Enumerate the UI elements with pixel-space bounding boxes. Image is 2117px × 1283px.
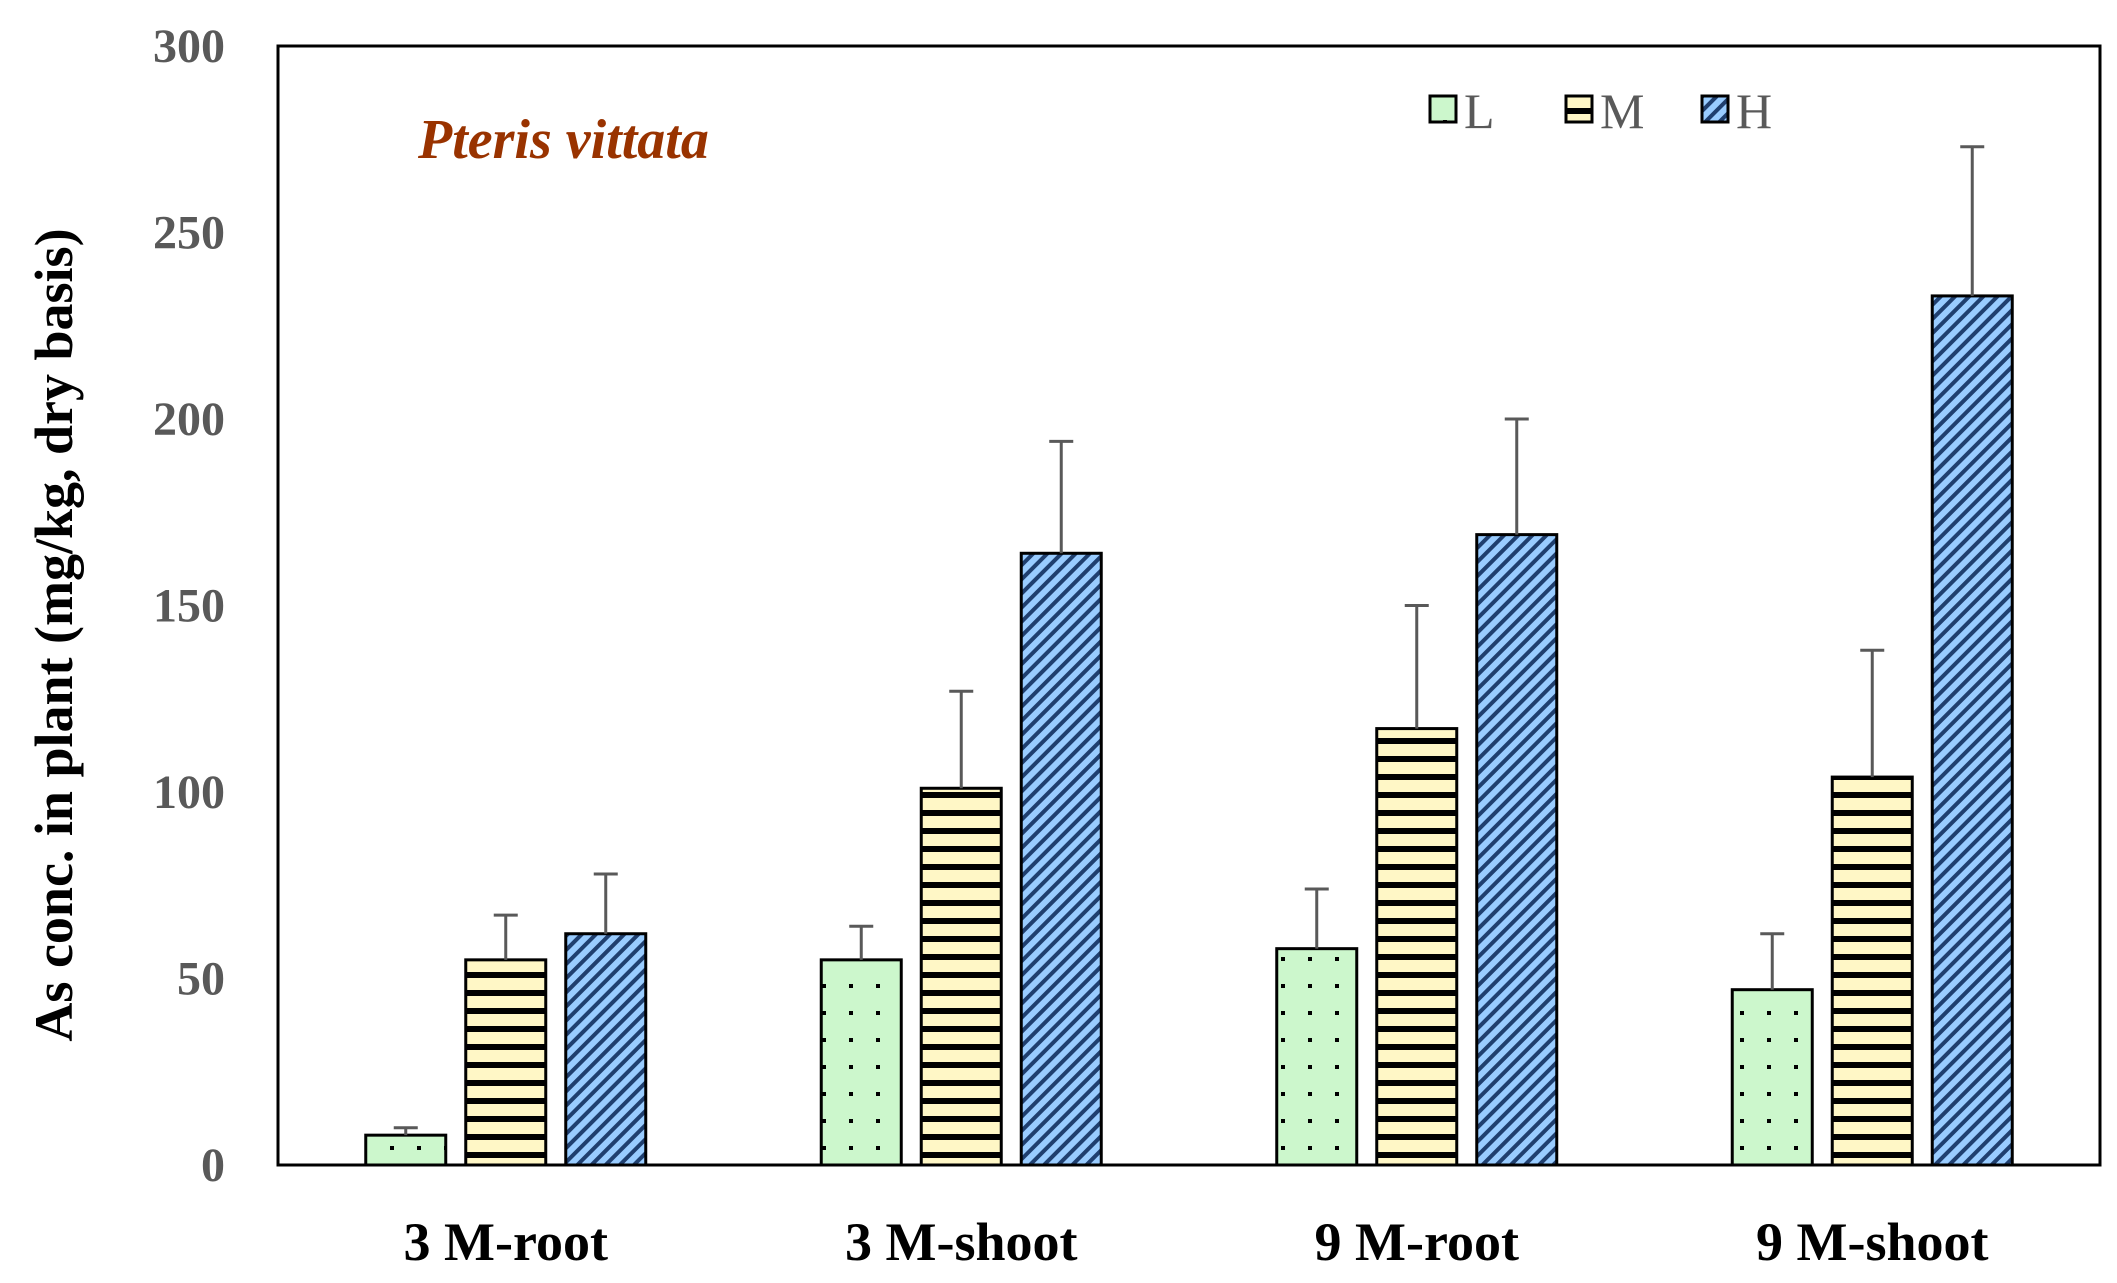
legend-swatch-H: [1700, 94, 1730, 124]
y-axis-label: As conc. in plant (mg/kg, dry basis): [24, 228, 84, 1041]
bar-M-2: [1375, 727, 1459, 1167]
legend-swatch-L: [1428, 94, 1458, 124]
y-tick-label: 50: [177, 953, 225, 1006]
y-tick-label: 300: [153, 20, 225, 73]
axes: [276, 44, 2102, 1167]
y-tick-label: 250: [153, 207, 225, 260]
bar-M-0: [464, 958, 548, 1167]
y-tick-label: 0: [201, 1139, 225, 1192]
legend-swatch-M: [1564, 94, 1594, 124]
bar-L-1: [819, 958, 903, 1167]
x-category-label: 3 M-root: [404, 1212, 608, 1272]
x-category-label: 9 M-shoot: [1756, 1212, 1988, 1272]
bar-H-0: [564, 932, 648, 1167]
legend-label-L: L: [1464, 83, 1495, 139]
bar-H-2: [1475, 533, 1559, 1167]
legend-label-H: H: [1736, 83, 1772, 139]
bar-L-3: [1730, 988, 1814, 1167]
x-axis-categories: 3 M-root 3 M-shoot 9 M-root 9 M-shoot: [404, 1212, 1989, 1272]
bar-M-3: [1830, 775, 1914, 1167]
bar-H-1: [1019, 551, 1103, 1167]
y-tick-label: 100: [153, 766, 225, 819]
x-category-label: 9 M-root: [1315, 1212, 1519, 1272]
x-category-label: 3 M-shoot: [845, 1212, 1077, 1272]
plot-area-frame: [276, 44, 2102, 1167]
legend-label-M: M: [1600, 83, 1644, 139]
bar-H-3: [1930, 294, 2014, 1167]
species-annotation: Pteris vittata: [417, 109, 709, 171]
y-axis-ticks: 0 50 100 150 200 250 300: [153, 20, 225, 1192]
error-bars: [393, 145, 1985, 1136]
y-tick-label: 150: [153, 580, 225, 633]
bar-L-2: [1275, 947, 1359, 1167]
bar-L-0: [364, 1133, 448, 1167]
bar-M-1: [919, 786, 1003, 1167]
y-tick-label: 200: [153, 393, 225, 446]
bars: [364, 294, 2014, 1167]
